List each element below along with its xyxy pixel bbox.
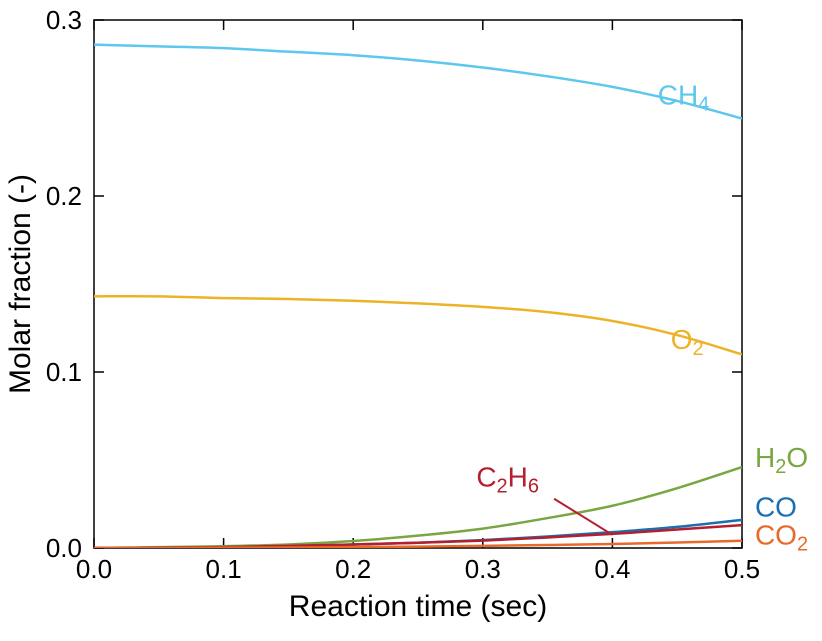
y-tick-label: 0.1 xyxy=(46,357,82,387)
y-tick-label: 0.2 xyxy=(46,181,82,211)
molar-fraction-chart: 0.00.10.20.30.40.50.00.10.20.3Reaction t… xyxy=(0,0,822,641)
x-axis-title: Reaction time (sec) xyxy=(289,590,547,623)
label-co: CO xyxy=(755,491,797,522)
x-tick-label: 0.5 xyxy=(724,554,760,584)
x-tick-label: 0.2 xyxy=(335,554,371,584)
x-tick-label: 0.1 xyxy=(206,554,242,584)
y-axis-title: Molar fraction (-) xyxy=(4,174,37,394)
y-tick-label: 0.0 xyxy=(46,533,82,563)
y-tick-label: 0.3 xyxy=(46,5,82,35)
x-tick-label: 0.3 xyxy=(465,554,501,584)
x-tick-label: 0.4 xyxy=(594,554,630,584)
